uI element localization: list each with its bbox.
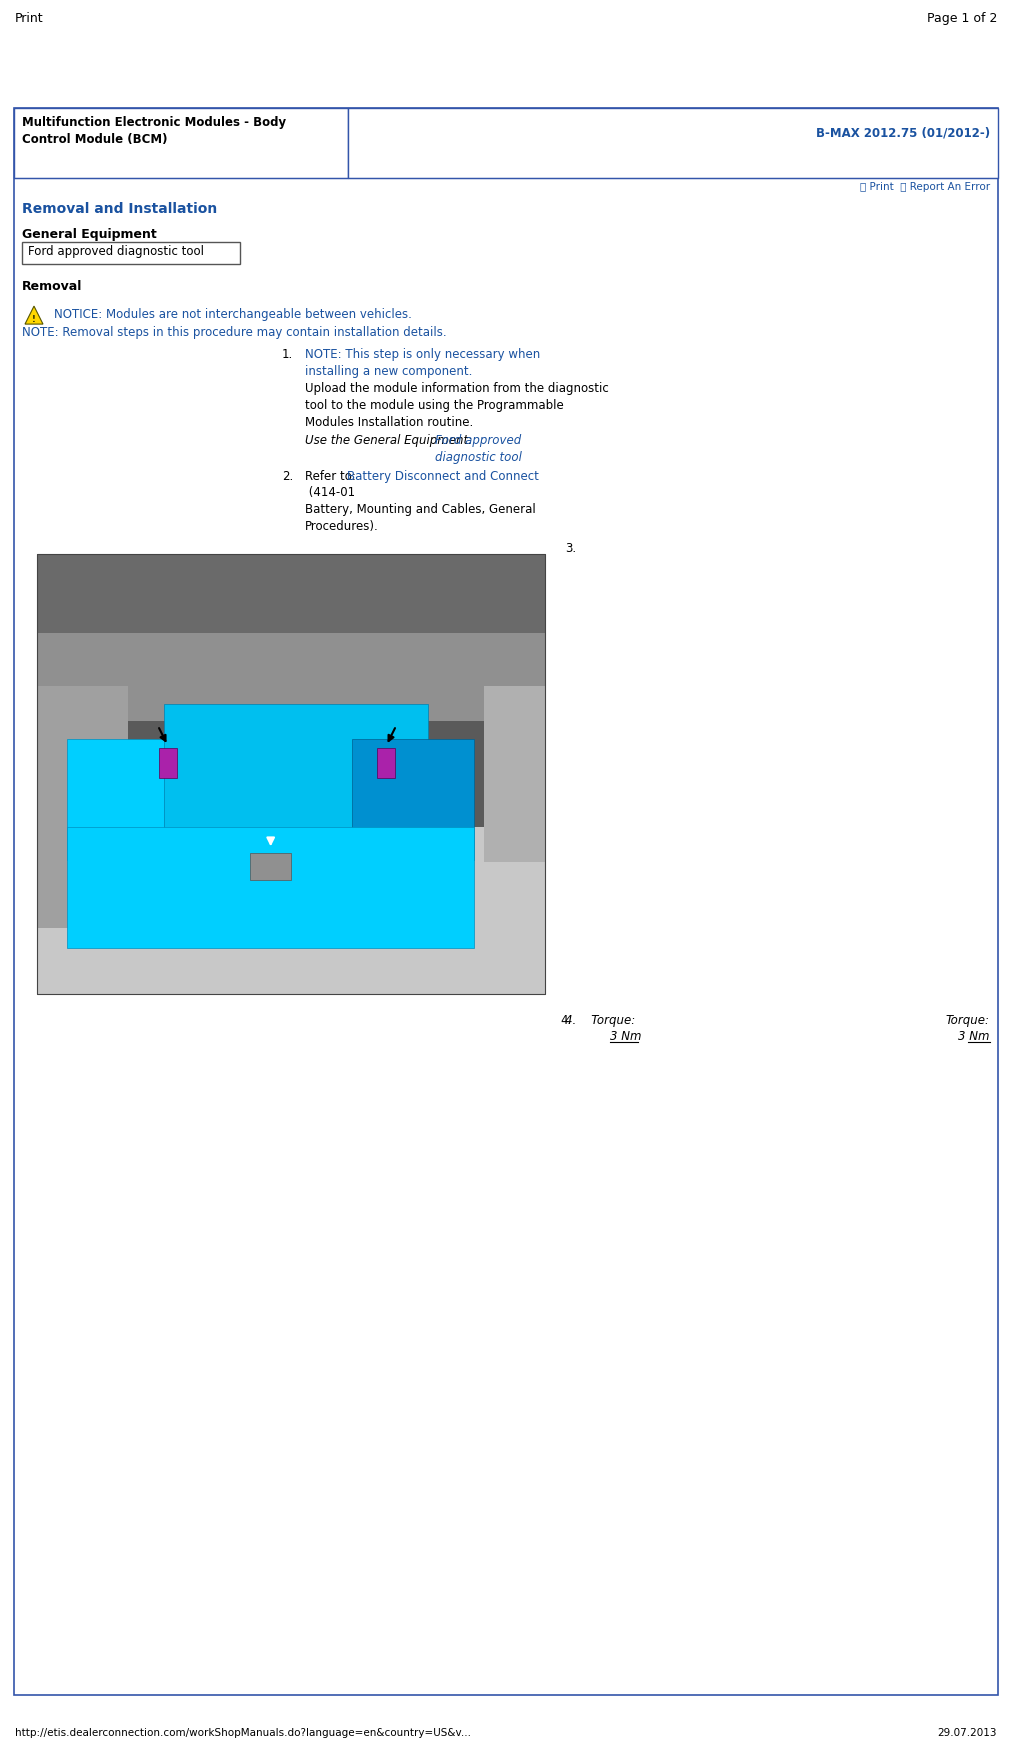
Bar [37,685,128,928]
Text: General Equipment: General Equipment [22,227,157,241]
Text: NOTE: This step is only necessary when
installing a new component.: NOTE: This step is only necessary when i… [304,348,540,378]
Bar [164,704,428,862]
Text: 29.07.2013: 29.07.2013 [936,1729,996,1738]
Text: B-MAX 2012.75 (01/2012-): B-MAX 2012.75 (01/2012-) [815,126,989,140]
Text: Ford approved diagnostic tool: Ford approved diagnostic tool [28,245,204,259]
Bar [483,685,545,862]
Bar [159,748,177,778]
Text: Torque:: Torque: [945,1014,989,1028]
Bar [37,827,545,995]
Text: NOTICE: Modules are not interchangeable between vehicles.: NOTICE: Modules are not interchangeable … [54,308,411,322]
Bar [250,853,291,879]
Text: 3.: 3. [564,542,575,556]
Text: Use the General Equipment:: Use the General Equipment: [304,434,475,447]
Text: Upload the module information from the diagnostic
tool to the module using the P: Upload the module information from the d… [304,383,609,428]
Text: 4.: 4. [559,1014,570,1028]
Text: Print: Print [15,12,43,24]
Text: 2.: 2. [281,470,293,482]
Text: E142056: E142056 [39,982,82,993]
Bar [37,633,545,722]
Bar [14,108,348,178]
Text: (414-01
Battery, Mounting and Cables, General
Procedures).: (414-01 Battery, Mounting and Cables, Ge… [304,486,535,533]
Bar [377,748,394,778]
Text: NOTE: Removal steps in this procedure may contain installation details.: NOTE: Removal steps in this procedure ma… [22,325,446,339]
Bar [37,554,545,650]
Bar [68,827,473,947]
Text: 4.    Torque:: 4. Torque: [564,1014,635,1028]
Bar [22,241,240,264]
Bar [348,108,997,178]
Text: Removal: Removal [22,280,82,294]
Bar [37,554,545,995]
Bar [352,739,473,860]
Text: Ford approved
diagnostic tool: Ford approved diagnostic tool [435,434,522,463]
Text: http://etis.dealerconnection.com/workShopManuals.do?language=en&country=US&v...: http://etis.dealerconnection.com/workSho… [15,1729,470,1738]
Text: Multifunction Electronic Modules - Body
Control Module (BCM): Multifunction Electronic Modules - Body … [22,115,286,147]
Text: Battery Disconnect and Connect: Battery Disconnect and Connect [347,470,538,482]
Text: Page 1 of 2: Page 1 of 2 [926,12,996,24]
Text: !: ! [32,315,36,325]
Text: 3 Nm: 3 Nm [610,1030,641,1044]
Text: 3 Nm: 3 Nm [957,1030,989,1044]
Polygon shape [25,306,42,323]
Text: 1.: 1. [281,348,293,362]
Text: Removal and Installation: Removal and Installation [22,203,217,217]
Bar [37,554,545,995]
Bar [68,739,209,860]
Text: ⎙ Print  ⎙ Report An Error: ⎙ Print ⎙ Report An Error [859,182,989,192]
Text: Refer to:: Refer to: [304,470,359,482]
